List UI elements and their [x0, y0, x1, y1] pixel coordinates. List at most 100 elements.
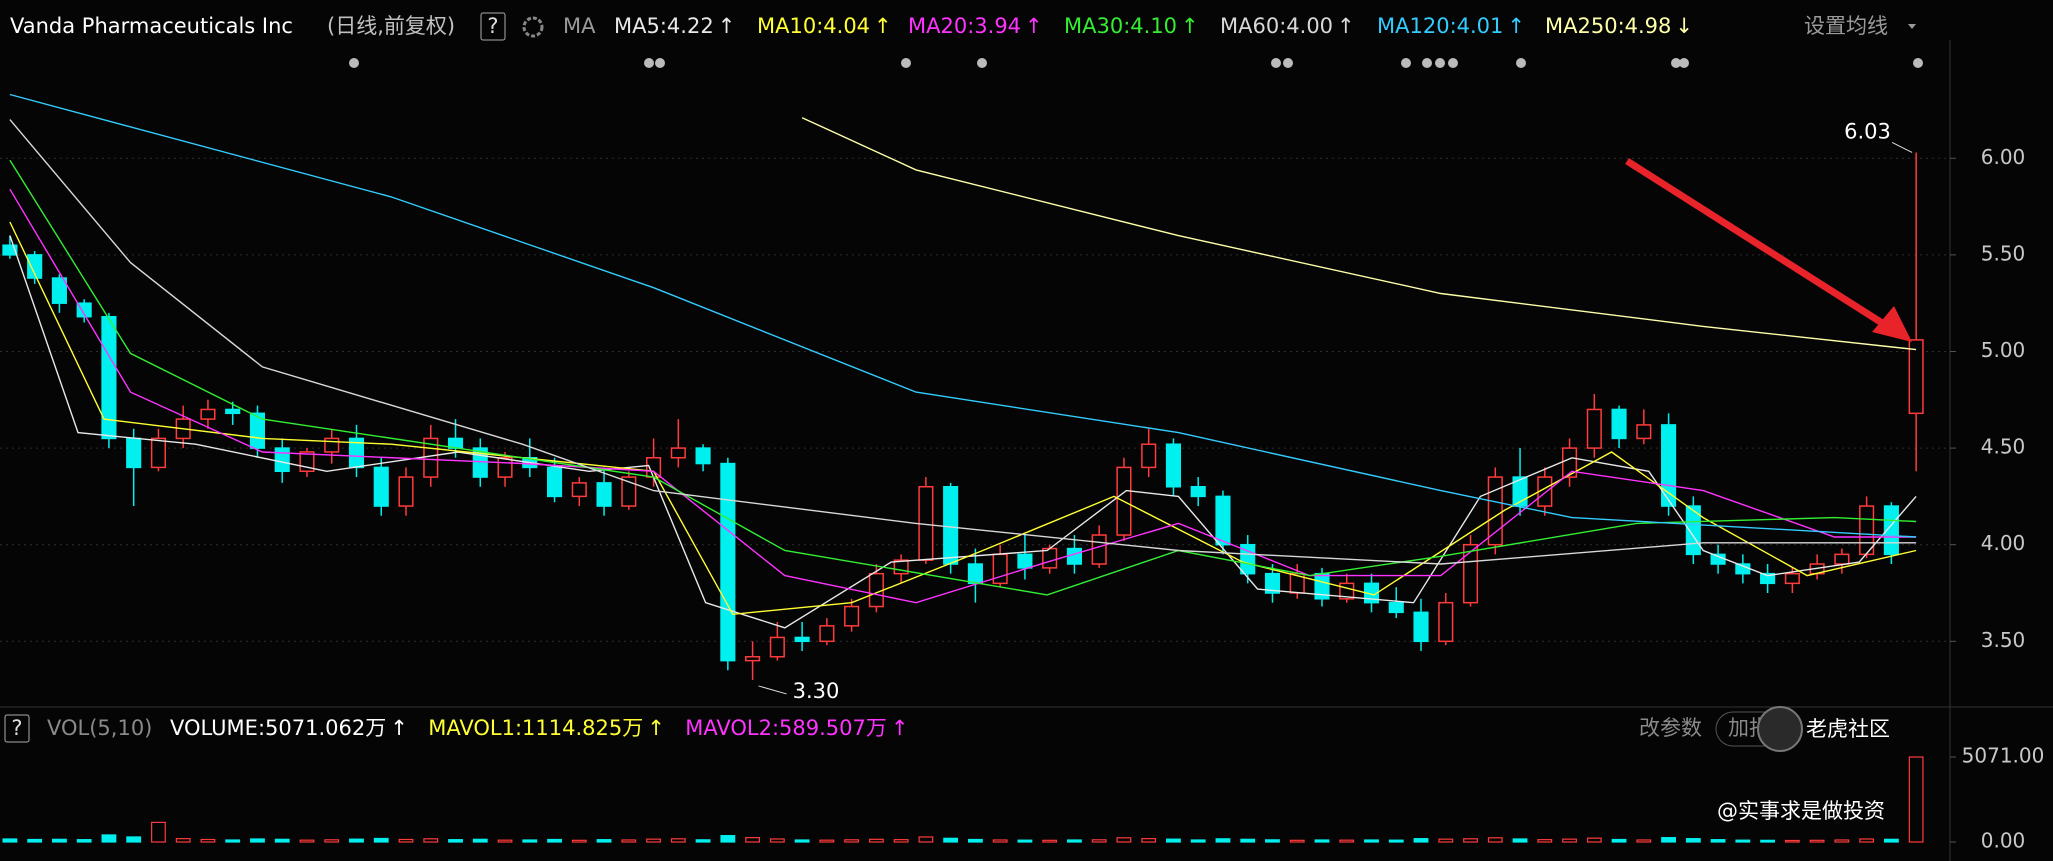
author: @实事求是做投资 [1717, 799, 1885, 823]
logo [1757, 706, 1803, 752]
volume-bar [200, 838, 216, 843]
y-tick-label: 3.50 [1981, 628, 2026, 652]
event-marker [1913, 58, 1923, 68]
volume-bar [250, 838, 265, 843]
volume-bar [522, 839, 538, 843]
volume-bar [1190, 839, 1206, 843]
volume-bar [1265, 839, 1280, 843]
candle-body [225, 408, 241, 415]
candle-body [1091, 534, 1107, 565]
volume-bar [1908, 756, 1924, 843]
volume-bar [101, 834, 117, 843]
volume-bar [1116, 837, 1132, 843]
candle-body [670, 447, 686, 459]
legend-trend: ↓ [1675, 14, 1693, 38]
volume-bar [621, 839, 637, 843]
legend-trend: ↑ [1507, 14, 1525, 38]
volume-bar [720, 835, 736, 843]
legend-entry: MA10:4.04 [757, 14, 870, 38]
legend-entry: MA5:4.22 [614, 14, 714, 38]
volume-bar [472, 838, 488, 843]
volume-bar [992, 839, 1008, 843]
legend-trend: ↑ [1337, 14, 1355, 38]
settings[interactable]: 设置均线 [1804, 14, 1888, 38]
candle-body [1561, 447, 1578, 478]
gear-icon[interactable] [522, 16, 544, 38]
volume-bar [819, 839, 835, 843]
help-box[interactable] [480, 12, 506, 41]
volume-bar [349, 838, 364, 843]
volume-bar [1735, 839, 1751, 843]
volume-bar [571, 839, 587, 843]
volume-bar [794, 839, 810, 843]
volume-bar [1834, 839, 1850, 843]
y-tick-label: 5.50 [1981, 241, 2026, 265]
volume-bar [893, 839, 909, 843]
candle-body [1066, 547, 1082, 565]
help[interactable]: ? [487, 14, 498, 38]
event-marker [1671, 58, 1681, 68]
vol-legend-trend: ↑ [390, 716, 408, 740]
event-marker [1401, 58, 1411, 68]
volume-bar [844, 839, 860, 843]
candle-body [1413, 611, 1429, 643]
dropdown-icon[interactable] [1908, 24, 1916, 29]
red-arrow [1625, 158, 1892, 331]
vol-help[interactable]: ? [11, 716, 22, 740]
legend-entry: MA60:4.00 [1220, 14, 1333, 38]
candle-body [1264, 572, 1281, 594]
volume-bar [769, 838, 785, 843]
candle-body [546, 466, 563, 498]
volume-bar [423, 838, 439, 843]
event-marker [1422, 58, 1432, 68]
volume-bar [1611, 838, 1627, 843]
candle-body [1190, 485, 1206, 498]
volume-bar [670, 838, 686, 843]
candle-body [1487, 476, 1503, 546]
candle-body [1512, 476, 1528, 507]
candle-body [497, 457, 513, 478]
volume-bar [1537, 839, 1553, 843]
ma-line [9, 93, 1917, 538]
candle-body [398, 476, 414, 507]
volume-bar [1760, 839, 1776, 843]
candle-body [324, 437, 340, 453]
legend-trend: ↑ [874, 14, 892, 38]
volume-bar [943, 837, 959, 843]
stock-title: Vanda Pharmaceuticals Inc [10, 14, 293, 38]
volume-bar [299, 839, 315, 843]
candle-body [200, 408, 216, 420]
volume-bar [373, 837, 389, 843]
candle-body [76, 302, 92, 318]
candle-body [1784, 572, 1800, 585]
volume-bar [1784, 839, 1800, 843]
volume-bar [695, 839, 711, 843]
y-tick-label: 4.50 [1981, 435, 2026, 459]
event-marker [1283, 58, 1293, 68]
volume-bar [1067, 839, 1082, 843]
candle-body [596, 482, 612, 507]
legend-entry: MA30:4.10 [1064, 14, 1177, 38]
watermark: 老虎社区 [1806, 717, 1890, 741]
event-marker [901, 58, 911, 68]
candle-body [1215, 495, 1231, 546]
volume-bar [175, 838, 191, 843]
volume-bar [126, 836, 142, 843]
volume-bar [448, 839, 463, 843]
legend-trend: ↑ [1181, 14, 1199, 38]
edit-params[interactable]: 改参数 [1639, 716, 1702, 740]
event-marker [644, 58, 654, 68]
volume-bar [967, 838, 983, 843]
legend-trend: ↑ [1025, 14, 1043, 38]
candle-body [1438, 601, 1454, 643]
volume-bar [1388, 839, 1404, 843]
y-tick-label: 6.00 [1981, 145, 2026, 169]
vol-help-box[interactable] [4, 714, 30, 743]
event-marker [1679, 58, 1689, 68]
volume-bar [1042, 839, 1058, 843]
volume-bar [1166, 838, 1181, 843]
candle-body [274, 447, 290, 473]
volume-bar [324, 839, 340, 843]
volume-bar [1017, 839, 1033, 843]
